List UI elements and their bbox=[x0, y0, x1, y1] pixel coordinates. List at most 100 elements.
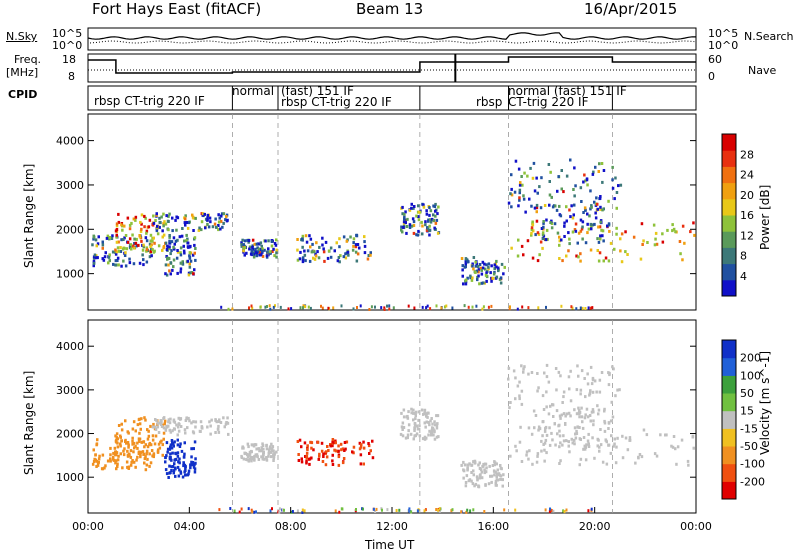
data-cell bbox=[142, 243, 145, 247]
data-cell bbox=[337, 256, 341, 259]
ground-cell bbox=[514, 508, 517, 512]
data-cell bbox=[607, 383, 611, 387]
ground-cell bbox=[334, 509, 337, 513]
data-cell bbox=[495, 462, 498, 466]
colorbar-tick-label: 28 bbox=[740, 148, 754, 161]
power-colorbar-title: Power [dB] bbox=[758, 184, 772, 250]
data-cell bbox=[131, 436, 134, 440]
data-cell bbox=[484, 273, 488, 277]
ground-cell bbox=[481, 307, 484, 311]
data-cell bbox=[480, 476, 484, 480]
ground-cell bbox=[451, 306, 454, 310]
data-cell bbox=[470, 471, 473, 474]
colorbar-swatch bbox=[722, 182, 736, 200]
data-cell bbox=[168, 245, 171, 249]
ground-cell bbox=[483, 510, 486, 513]
colorbar-swatch bbox=[722, 134, 736, 151]
data-cell bbox=[249, 449, 253, 453]
data-cell bbox=[116, 256, 120, 260]
data-cell bbox=[563, 224, 566, 228]
data-cell bbox=[466, 276, 469, 280]
data-cell bbox=[158, 220, 161, 224]
data-cell bbox=[125, 247, 129, 251]
data-cell bbox=[114, 434, 117, 438]
data-cell bbox=[509, 401, 512, 404]
ground-cell bbox=[570, 305, 573, 309]
data-cell bbox=[179, 253, 183, 257]
data-cell bbox=[414, 417, 417, 421]
data-cell bbox=[567, 411, 571, 415]
ground-cell bbox=[395, 509, 398, 512]
data-cell bbox=[331, 444, 334, 448]
data-cell bbox=[355, 259, 359, 263]
data-cell bbox=[510, 173, 513, 177]
data-cell bbox=[140, 239, 143, 243]
data-cell bbox=[591, 376, 595, 380]
data-cell bbox=[560, 413, 564, 417]
ground-cell bbox=[509, 305, 511, 309]
data-cell bbox=[270, 449, 274, 452]
data-cell bbox=[605, 462, 609, 466]
data-cell bbox=[337, 463, 341, 467]
data-cell bbox=[254, 453, 257, 457]
data-cell bbox=[580, 415, 584, 419]
data-cell bbox=[502, 272, 505, 276]
data-cell bbox=[188, 262, 191, 266]
data-cell bbox=[358, 447, 362, 451]
data-cell bbox=[176, 443, 180, 447]
data-cell bbox=[145, 246, 149, 250]
data-cell bbox=[496, 468, 499, 472]
ground-cell bbox=[571, 306, 574, 310]
data-cell bbox=[182, 455, 186, 459]
data-cell bbox=[619, 237, 622, 241]
data-cell bbox=[497, 266, 500, 270]
data-cell bbox=[261, 247, 264, 251]
data-cell bbox=[587, 442, 590, 446]
data-cell bbox=[552, 415, 555, 418]
data-cell bbox=[435, 426, 439, 430]
ground-cell bbox=[320, 304, 322, 308]
data-cell bbox=[435, 414, 438, 418]
data-cell bbox=[500, 262, 504, 266]
data-cell bbox=[164, 468, 168, 472]
power-ylabel: Slant Range [km] bbox=[22, 163, 36, 268]
colorbar-tick-label: 15 bbox=[740, 405, 754, 418]
data-cell bbox=[194, 425, 197, 429]
data-cell bbox=[428, 229, 431, 233]
data-cell bbox=[405, 231, 408, 235]
data-cell bbox=[355, 233, 358, 237]
ground-cell bbox=[516, 307, 519, 311]
data-cell bbox=[549, 404, 552, 408]
data-cell bbox=[183, 221, 187, 225]
data-cell bbox=[681, 258, 684, 262]
data-cell bbox=[120, 264, 123, 268]
data-cell bbox=[536, 389, 539, 393]
data-cell bbox=[574, 432, 577, 436]
ground-cell bbox=[278, 507, 281, 511]
data-cell bbox=[254, 443, 258, 447]
data-cell bbox=[124, 251, 127, 255]
data-cell bbox=[127, 443, 130, 447]
colorbar-tick-label: -50 bbox=[740, 440, 758, 453]
data-cell bbox=[543, 429, 547, 433]
data-cell bbox=[362, 446, 366, 450]
data-cell bbox=[122, 238, 125, 241]
data-cell bbox=[537, 386, 540, 390]
data-cell bbox=[371, 439, 374, 443]
ground-cell bbox=[549, 507, 551, 511]
data-cell bbox=[485, 271, 488, 275]
data-cell bbox=[591, 172, 595, 176]
data-cell bbox=[604, 256, 608, 260]
data-cell bbox=[151, 434, 155, 438]
data-cell bbox=[257, 447, 260, 451]
data-cell bbox=[408, 223, 412, 227]
data-cell bbox=[548, 426, 551, 430]
data-cell bbox=[478, 461, 481, 465]
data-cell bbox=[559, 214, 563, 218]
data-cell bbox=[406, 414, 409, 418]
data-cell bbox=[583, 416, 587, 420]
data-cell bbox=[168, 428, 171, 432]
data-cell bbox=[156, 421, 159, 425]
data-cell bbox=[592, 410, 595, 414]
data-cell bbox=[177, 474, 181, 478]
